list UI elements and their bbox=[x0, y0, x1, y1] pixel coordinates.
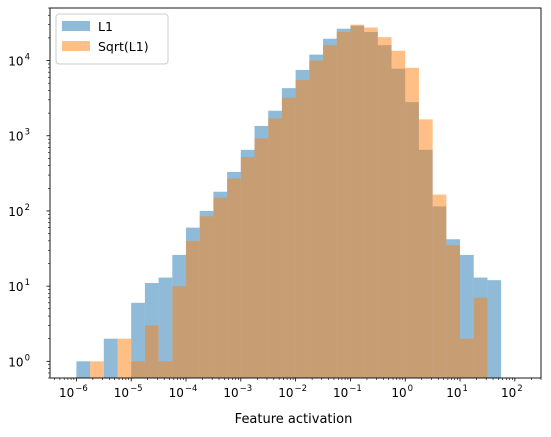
bar bbox=[460, 338, 474, 378]
x-tick-exponent: −1 bbox=[349, 384, 362, 394]
bars-layer bbox=[76, 24, 502, 379]
x-tick-exponent: 2 bbox=[517, 384, 522, 394]
bar bbox=[144, 325, 159, 378]
bar bbox=[90, 361, 104, 378]
x-tick-exponent: 1 bbox=[462, 384, 467, 394]
x-tick-label: 100 bbox=[391, 384, 413, 400]
bar bbox=[336, 31, 351, 378]
legend-label-l1: L1 bbox=[98, 19, 113, 34]
legend: L1 Sqrt(L1) bbox=[55, 13, 169, 65]
bar bbox=[186, 240, 200, 378]
x-tick-exponent: −6 bbox=[75, 384, 88, 394]
x-tick-exponent: 0 bbox=[408, 384, 413, 394]
x-tick-exponent: −4 bbox=[185, 384, 198, 394]
y-tick-exponent: 2 bbox=[25, 203, 30, 213]
bar bbox=[405, 67, 419, 378]
y-tick-exponent: 1 bbox=[25, 278, 30, 288]
bar bbox=[364, 27, 378, 379]
x-tick-label: 10−4 bbox=[169, 384, 198, 400]
legend-label-sqrt-l1: Sqrt(L1) bbox=[98, 39, 149, 54]
series-sqrt-l1 bbox=[90, 24, 488, 379]
bar bbox=[309, 60, 324, 379]
x-tick-label: 102 bbox=[501, 384, 523, 400]
bar bbox=[377, 37, 392, 379]
x-tick-label: 101 bbox=[446, 384, 468, 400]
bar bbox=[117, 338, 132, 378]
x-axis-label: Feature activation bbox=[235, 412, 353, 427]
bar bbox=[158, 277, 173, 378]
y-tick-label: 104 bbox=[8, 53, 30, 69]
bar bbox=[295, 80, 310, 378]
x-tick-exponent: −5 bbox=[130, 384, 143, 394]
x-tick-label: 10−2 bbox=[278, 384, 307, 400]
x-tick-label: 10−6 bbox=[59, 384, 88, 400]
bar bbox=[446, 245, 461, 378]
bar bbox=[473, 297, 488, 378]
y-tick-exponent: 0 bbox=[25, 353, 30, 363]
y-tick-label: 103 bbox=[8, 128, 30, 144]
bar bbox=[254, 138, 269, 378]
x-tick-exponent: −2 bbox=[294, 384, 307, 394]
bar bbox=[227, 178, 241, 378]
bar bbox=[350, 24, 365, 379]
bar bbox=[158, 361, 173, 378]
bar bbox=[172, 286, 186, 378]
x-tick-label: 10−5 bbox=[114, 384, 143, 400]
bar bbox=[487, 280, 502, 378]
bar bbox=[323, 45, 337, 379]
bar bbox=[199, 216, 214, 378]
bar bbox=[131, 361, 145, 378]
x-tick-label: 10−1 bbox=[333, 384, 362, 400]
x-axis: 10−6 10−5 10−4 10−3 10−2 10−1 100 101 102 bbox=[54, 378, 542, 400]
y-tick-exponent: 3 bbox=[25, 128, 30, 138]
legend-swatch-l1 bbox=[62, 21, 90, 31]
bar bbox=[76, 361, 91, 378]
x-tick-label: 10−3 bbox=[223, 384, 252, 400]
y-tick-label: 101 bbox=[8, 278, 30, 294]
bar bbox=[213, 197, 228, 378]
bar bbox=[281, 97, 296, 378]
bar bbox=[240, 157, 255, 378]
bar bbox=[131, 302, 145, 378]
y-tick-label: 100 bbox=[8, 353, 30, 369]
bar bbox=[432, 194, 447, 378]
bar bbox=[103, 338, 118, 378]
legend-swatch-sqrt-l1 bbox=[62, 41, 90, 51]
x-tick-exponent: −3 bbox=[240, 384, 253, 394]
bar bbox=[418, 119, 433, 378]
y-tick-exponent: 4 bbox=[25, 53, 30, 63]
y-tick-label: 102 bbox=[8, 203, 30, 219]
bar bbox=[268, 118, 282, 379]
bar bbox=[391, 50, 406, 378]
